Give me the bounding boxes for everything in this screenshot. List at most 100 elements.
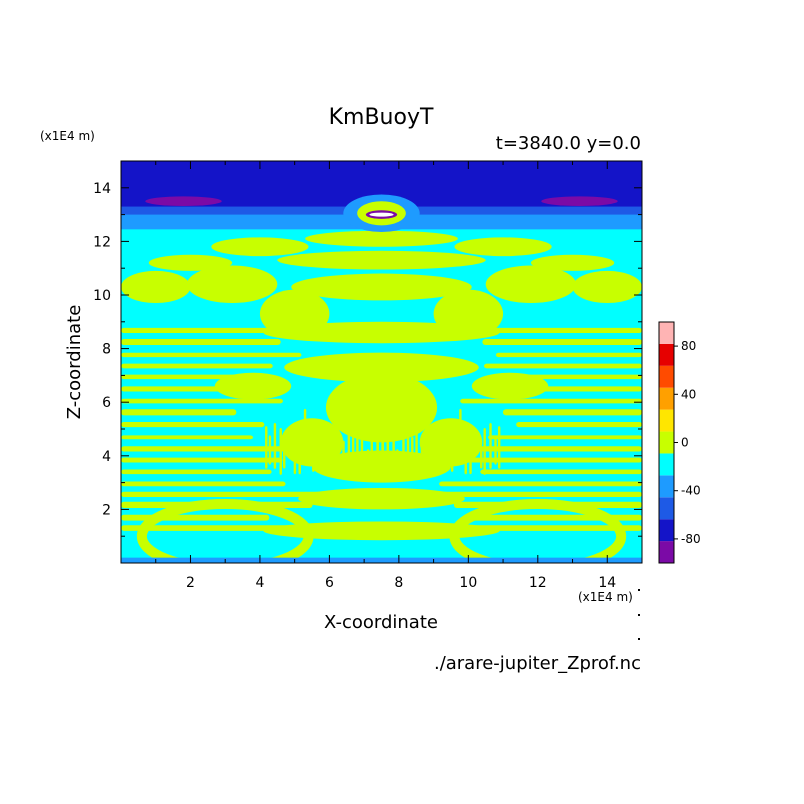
- yellow-patch: [530, 254, 615, 271]
- yellow-streak: [347, 420, 351, 474]
- yellow-band: [121, 352, 302, 358]
- yellow-band: [488, 435, 642, 440]
- yellow-patch: [572, 270, 642, 304]
- yellow-patch: [485, 265, 577, 304]
- yellow-arch: [136, 499, 314, 563]
- yellow-streak: [308, 434, 312, 461]
- colorbar-swatch: [659, 431, 674, 454]
- yellow-band: [433, 491, 642, 498]
- bottom-layer: [121, 557, 642, 563]
- yellow-patch: [186, 265, 278, 304]
- yellow-band: [463, 446, 642, 452]
- colorbar-swatch: [659, 409, 674, 432]
- yellow-streak: [483, 428, 486, 475]
- yellow-band: [482, 338, 642, 346]
- yellow-streak: [446, 439, 449, 465]
- yellow-band: [121, 446, 288, 452]
- yellow-streak: [396, 449, 399, 467]
- x-tick-label: 6: [325, 575, 334, 591]
- yellow-patch: [211, 237, 309, 257]
- yellow-streak: [469, 440, 472, 475]
- yellow-streak: [406, 435, 410, 473]
- yellow-streak: [439, 424, 443, 467]
- marker-dot: [638, 589, 640, 591]
- yellow-streak: [356, 435, 359, 473]
- marker-dot: [638, 614, 640, 616]
- x-axis-ticks: 2 4 6 8 10 12 14: [155, 161, 643, 591]
- yellow-streak: [366, 449, 370, 467]
- y-axis-ticks: 2 4 6 8 10 12 14: [93, 160, 642, 537]
- yellow-band: [121, 514, 270, 521]
- yellow-band: [480, 469, 642, 475]
- y-tick-label: 6: [102, 395, 111, 411]
- yellow-patch: [284, 352, 479, 383]
- colorbar-tick-label: 40: [681, 387, 696, 401]
- yellow-band: [121, 363, 273, 369]
- yellow-streak: [282, 446, 286, 469]
- y-tick-label: 14: [93, 181, 111, 197]
- yellow-streak: [392, 436, 395, 458]
- yellow-streak: [435, 433, 439, 459]
- chart-title: KmBuoyT: [329, 105, 434, 130]
- yellow-streak: [273, 422, 277, 469]
- x-tick-label: 12: [529, 575, 547, 591]
- colorbar-swatch: [659, 497, 674, 520]
- yellow-streak: [415, 420, 418, 474]
- yellow-streak: [337, 426, 340, 478]
- yellow-band: [121, 398, 283, 404]
- y-tick-label: 10: [93, 288, 111, 304]
- yellow-band: [483, 363, 642, 369]
- colorbar-swatch: [659, 541, 674, 563]
- yellow-streak: [360, 418, 364, 461]
- x-tick-label: 10: [459, 575, 477, 591]
- yellow-streak: [298, 423, 301, 475]
- yellow-streak: [376, 429, 379, 461]
- yellow-patch: [471, 372, 549, 400]
- colorbar-tick-label: 0: [681, 436, 689, 450]
- colorbar-swatch: [659, 343, 674, 366]
- colorbar-tick-label: -40: [681, 484, 701, 498]
- yellow-streak: [287, 431, 291, 456]
- yellow-patch: [259, 289, 330, 338]
- colorbar-swatch: [659, 453, 674, 476]
- y-tick-label: 8: [102, 342, 111, 358]
- yellow-patch: [277, 250, 486, 270]
- yellow-patch: [148, 254, 233, 271]
- yellow-patch: [454, 237, 552, 257]
- yellow-streak: [327, 433, 330, 459]
- chart-subtitle: t=3840.0 y=0.0: [496, 133, 641, 154]
- min-spot: [541, 196, 618, 207]
- yellow-streak: [323, 424, 326, 467]
- yellow-streak: [489, 422, 492, 469]
- x-tick-label: 4: [255, 575, 264, 591]
- yellow-streak: [370, 436, 374, 458]
- yellow-patch: [291, 273, 472, 301]
- yellow-band: [439, 481, 642, 487]
- yellow-band: [121, 469, 272, 475]
- yellow-streak: [265, 426, 268, 469]
- yellow-band: [121, 525, 296, 531]
- yellow-streak: [494, 435, 497, 465]
- yellow-band: [121, 409, 237, 416]
- yellow-band: [478, 327, 642, 333]
- x-tick-label: 14: [598, 575, 616, 591]
- yellow-patch: [298, 487, 465, 510]
- x-tick-label: 2: [186, 575, 195, 591]
- colorbar-tick-label: 80: [681, 339, 696, 353]
- yellow-streak: [316, 439, 320, 465]
- yellow-streak: [279, 428, 282, 475]
- colorbar: 80 40 0 -40 -80: [658, 321, 701, 564]
- y-axis-label: Z-coordinate: [64, 305, 85, 420]
- yellow-streak: [450, 452, 454, 472]
- yellow-band: [121, 386, 245, 392]
- yellow-band: [121, 457, 283, 463]
- white-contour-line: [369, 212, 394, 217]
- yellow-streak: [381, 405, 384, 459]
- contour-field: [121, 161, 642, 563]
- yellow-streak: [425, 426, 429, 478]
- yellow-patch: [214, 372, 292, 400]
- yellow-streak: [475, 431, 478, 456]
- yellow-band: [502, 409, 642, 416]
- colorbar-swatch: [659, 475, 674, 498]
